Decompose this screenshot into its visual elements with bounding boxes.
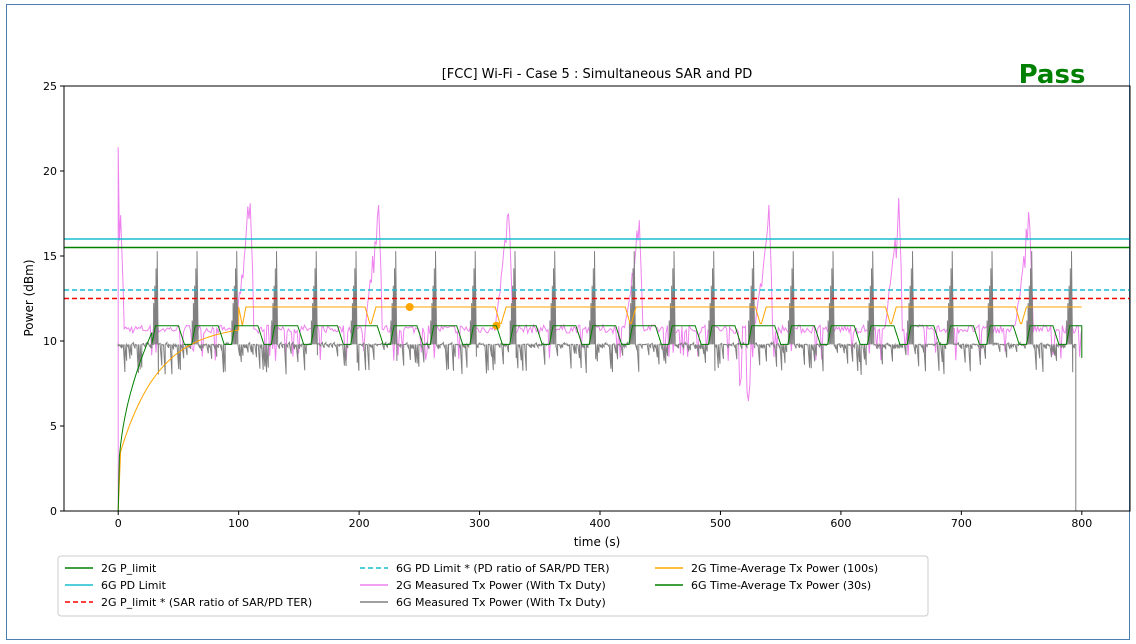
y-tick-label: 25 <box>43 80 57 93</box>
legend-entry-label: 6G PD Limit * (PD ratio of SAR/PD TER) <box>396 562 610 575</box>
chart-title: [FCC] Wi-Fi - Case 5 : Simultaneous SAR … <box>442 67 753 82</box>
y-tick-label: 10 <box>43 335 57 348</box>
avg-marker-point <box>405 303 414 311</box>
y-tick-label: 15 <box>43 250 57 263</box>
y-tick-label: 0 <box>50 505 57 518</box>
legend-entry-label: 2G P_limit * (SAR ratio of SAR/PD TER) <box>101 596 312 609</box>
x-tick-label: 400 <box>590 517 611 530</box>
legend-entry-label: 6G Time-Average Tx Power (30s) <box>691 579 871 592</box>
x-tick-label: 0 <box>115 517 122 530</box>
x-tick-label: 600 <box>830 517 851 530</box>
x-tick-label: 300 <box>469 517 490 530</box>
y-tick-label: 5 <box>50 420 57 433</box>
x-axis-label: time (s) <box>574 535 621 549</box>
x-tick-label: 100 <box>228 517 249 530</box>
series-line-6 <box>117 251 1077 511</box>
series-line-5 <box>117 147 1083 511</box>
x-tick-label: 800 <box>1071 517 1092 530</box>
legend-entry-label: 2G P_limit <box>101 562 157 575</box>
legend: 2G P_limit 6G PD Limit 2G P_limit * (SAR r… <box>57 555 929 617</box>
y-tick-label: 20 <box>43 165 57 178</box>
x-tick-label: 500 <box>710 517 731 530</box>
plot-area <box>63 85 1131 512</box>
x-tick-label: 200 <box>349 517 370 530</box>
legend-entry-label: 2G Time-Average Tx Power (100s) <box>691 562 878 575</box>
legend-box <box>57 555 929 617</box>
series-line-7 <box>117 306 1082 511</box>
x-tick-label: 700 <box>951 517 972 530</box>
pass-status-label: Pass <box>1019 60 1086 90</box>
legend-entry-label: 6G PD Limit <box>101 579 167 592</box>
legend-entry-label: 2G Measured Tx Power (With Tx Duty) <box>396 579 606 592</box>
series-line-8 <box>117 325 1083 511</box>
legend-entry-label: 6G Measured Tx Power (With Tx Duty) <box>396 596 606 609</box>
y-axis-label: Power (dBm) <box>22 260 36 337</box>
